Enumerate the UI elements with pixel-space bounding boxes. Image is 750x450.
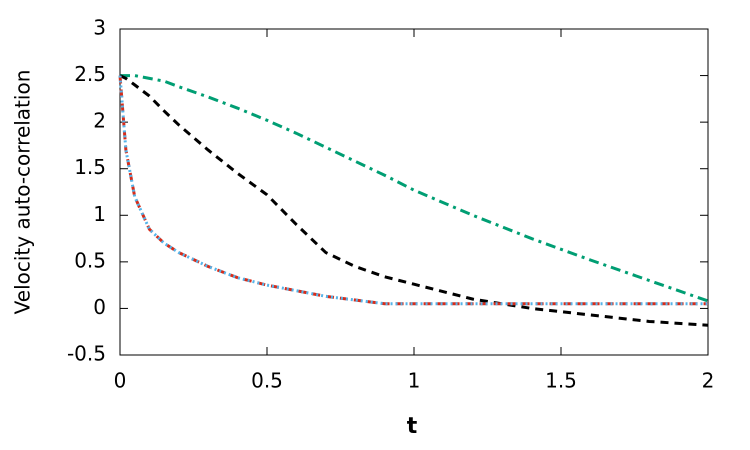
x-tick-label: 1 <box>408 369 421 393</box>
y-axis-title: Velocity auto-correlation <box>11 70 35 315</box>
plot-frame <box>119 28 709 356</box>
data-line <box>119 74 709 327</box>
x-tick-label: 0.5 <box>251 369 283 393</box>
y-tick-label: 0.5 <box>74 248 106 272</box>
y-tick-label: 2 <box>93 109 106 133</box>
y-tick-label: 2.5 <box>74 62 106 86</box>
data-line <box>118 75 708 306</box>
y-tick-label: 1.5 <box>74 155 106 179</box>
x-axis-title: t <box>407 414 418 439</box>
x-tick-label: 1.5 <box>545 369 577 393</box>
data-line <box>120 74 709 303</box>
y-tick-label: 1 <box>93 202 106 226</box>
x-tick-label: 0 <box>114 369 127 393</box>
y-tick-label: 3 <box>93 16 106 40</box>
x-tick-label: 2 <box>702 369 715 393</box>
data-line <box>118 75 708 306</box>
y-tick-label: 0 <box>93 295 106 319</box>
y-tick-label: -0.5 <box>67 342 106 366</box>
